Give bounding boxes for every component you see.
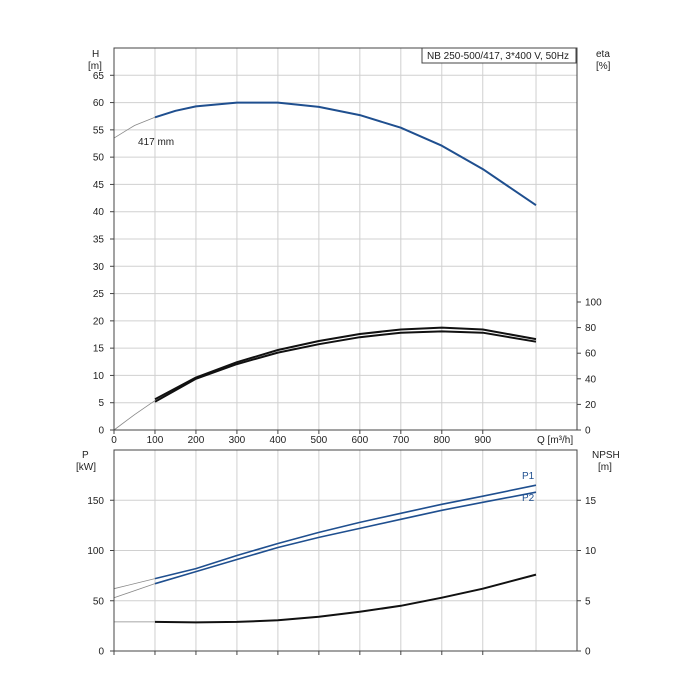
y-tick-label: 60 bbox=[93, 98, 105, 109]
y-tick-label: 0 bbox=[98, 426, 104, 437]
y-tick-label: 25 bbox=[93, 289, 105, 300]
series-curve bbox=[154, 101, 537, 207]
series-curve bbox=[154, 573, 537, 624]
y-tick-label: 50 bbox=[93, 153, 105, 164]
series-curve bbox=[154, 330, 537, 403]
y-axis-label-power: P [kW] bbox=[76, 450, 96, 473]
x-tick-label: 200 bbox=[188, 435, 205, 446]
y2-axis-label-npsh: NPSH [m] bbox=[592, 450, 620, 473]
y2-tick-label: 20 bbox=[585, 400, 597, 411]
y-tick-label: 150 bbox=[87, 496, 104, 507]
chart-title-box bbox=[421, 47, 577, 64]
y-axis-label-head-line2: [m] bbox=[88, 61, 102, 72]
y2-tick-label: 5 bbox=[585, 596, 591, 607]
x-tick-label: 0 bbox=[111, 435, 117, 446]
chart-title: NB 250-500/417, 3*400 V, 50Hz bbox=[427, 51, 569, 62]
series-curve bbox=[154, 491, 537, 585]
plot-frame bbox=[113, 449, 578, 652]
x-tick-label: 800 bbox=[433, 435, 450, 446]
x-tick-label: 700 bbox=[392, 435, 409, 446]
y2-tick-label: 40 bbox=[585, 374, 597, 385]
y-axis-label-power-line1: P bbox=[82, 450, 89, 461]
y2-tick-label: 80 bbox=[585, 323, 597, 334]
x-tick-label: 300 bbox=[229, 435, 246, 446]
y2-axis-label-eta: eta [%] bbox=[596, 49, 611, 72]
y-tick-label: 65 bbox=[93, 71, 105, 82]
impeller-diameter-label: 417 mm bbox=[138, 137, 174, 148]
y2-axis-label-npsh-line2: [m] bbox=[598, 462, 612, 473]
p1-curve-extension bbox=[113, 578, 156, 590]
y2-tick-label: 15 bbox=[585, 496, 597, 507]
y-tick-label: 55 bbox=[93, 125, 105, 136]
y-axis-label-power-line2: [kW] bbox=[76, 462, 96, 473]
y2-axis-label-npsh-line1: NPSH bbox=[592, 450, 620, 461]
y-tick-label: 15 bbox=[93, 344, 105, 355]
efficiency-curve-extension bbox=[113, 400, 156, 431]
y-tick-label: 100 bbox=[87, 546, 104, 557]
y-tick-label: 35 bbox=[93, 235, 105, 246]
y2-tick-label: 100 bbox=[585, 298, 602, 309]
x-tick-label: 500 bbox=[311, 435, 328, 446]
y-tick-label: 50 bbox=[93, 596, 105, 607]
x-tick-label: 600 bbox=[351, 435, 368, 446]
y2-axis-label-eta-line1: eta bbox=[596, 49, 610, 60]
head-curve-extension bbox=[113, 116, 156, 139]
p2-curve-extension bbox=[113, 583, 156, 599]
series-curve bbox=[154, 484, 537, 580]
y-tick-label: 0 bbox=[98, 647, 104, 658]
x-axis-label: Q [m³/h] bbox=[537, 435, 573, 446]
series-label-p2: P2 bbox=[522, 493, 535, 504]
y2-axis-label-eta-line2: [%] bbox=[596, 61, 611, 72]
y-axis-label-head: H [m] bbox=[88, 49, 102, 72]
x-tick-label: 100 bbox=[147, 435, 164, 446]
y2-tick-label: 60 bbox=[585, 349, 597, 360]
series-curve bbox=[154, 326, 537, 401]
y-tick-label: 5 bbox=[98, 398, 104, 409]
y-tick-label: 40 bbox=[93, 207, 105, 218]
x-tick-label: 400 bbox=[270, 435, 287, 446]
y-tick-label: 45 bbox=[93, 180, 105, 191]
y-tick-label: 30 bbox=[93, 262, 105, 273]
series-label-p1: P1 bbox=[522, 471, 535, 482]
y2-tick-label: 0 bbox=[585, 426, 591, 437]
plot-frame bbox=[113, 47, 578, 431]
y2-tick-label: 0 bbox=[585, 647, 591, 658]
y-tick-label: 10 bbox=[93, 371, 105, 382]
y-tick-label: 20 bbox=[93, 316, 105, 327]
y2-tick-label: 10 bbox=[585, 546, 597, 557]
x-tick-label: 900 bbox=[474, 435, 491, 446]
y-axis-label-head-line1: H bbox=[92, 49, 99, 60]
